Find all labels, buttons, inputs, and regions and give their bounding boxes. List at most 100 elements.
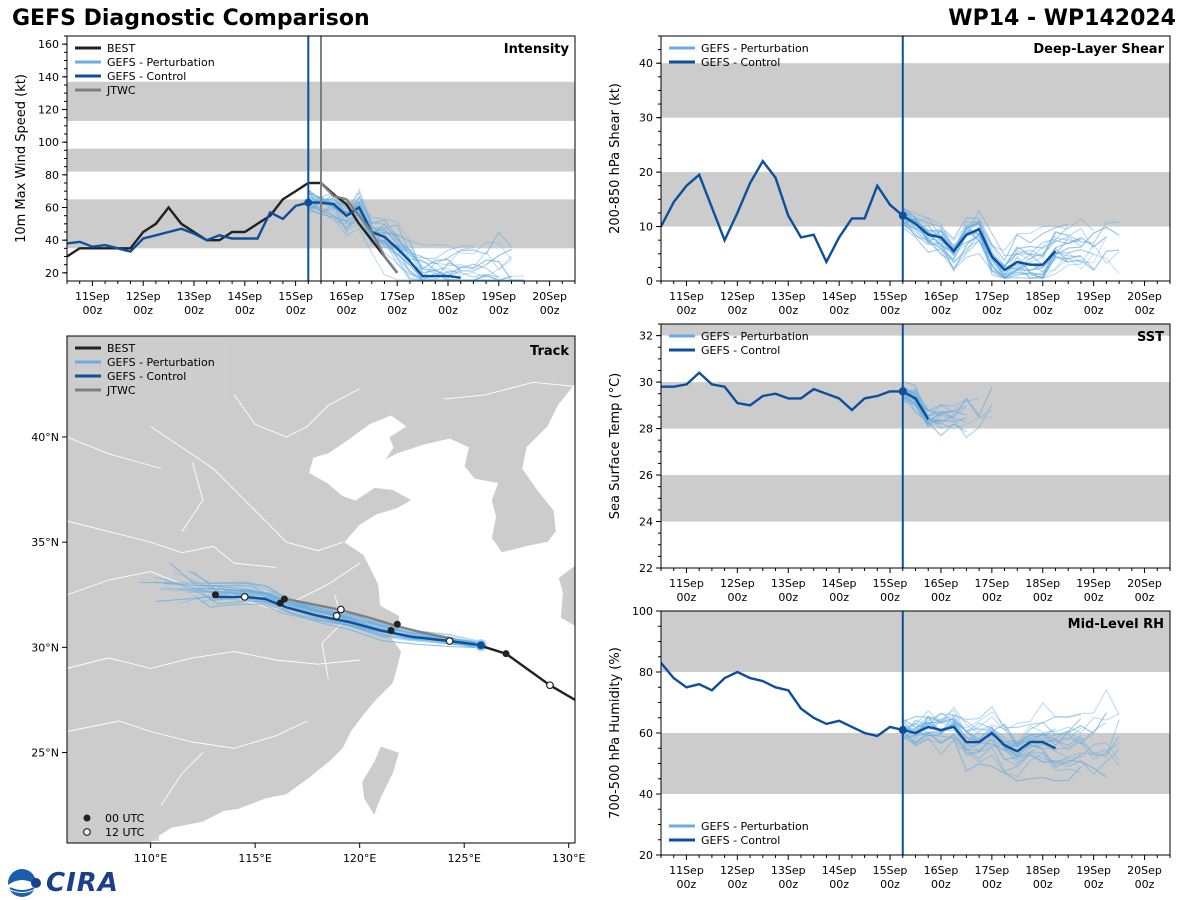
noaa-logo-icon [8, 869, 41, 897]
track-boundary-line [67, 720, 308, 749]
sst-xtick-label: 16Sep [924, 577, 959, 590]
track-time-legend-12-marker [83, 828, 91, 836]
shear-xtick-label: 00z [1084, 304, 1104, 317]
track-gefs-control-line [213, 595, 482, 647]
shear-ytick-label: 10 [639, 221, 653, 234]
intensity-xtick-label: 16Sep [329, 290, 364, 303]
shear-ylabel: 200-850 hPa Shear (kt) [608, 83, 623, 234]
shear-xtick-label: 00z [727, 304, 747, 317]
rh-xtick-label: 12Sep [720, 864, 755, 877]
rh-member-line [902, 723, 1120, 757]
intensity-member-line [307, 192, 512, 278]
shear-member-line [902, 209, 1069, 257]
rh-xtick-label: 17Sep [974, 864, 1009, 877]
intensity-xtick-label: 18Sep [431, 290, 466, 303]
rh-xtick-label: 00z [778, 878, 798, 891]
track-marker-00utc [393, 620, 401, 628]
sst-init-point [898, 387, 907, 396]
track-marker-00utc [276, 599, 284, 607]
intensity-ytick-label: 100 [38, 136, 59, 149]
intensity-gefs-control-line [67, 201, 461, 279]
sst-xtick-label: 00z [727, 591, 747, 604]
track-boundary-line [181, 462, 204, 532]
sst-xtick-label: 14Sep [822, 577, 857, 590]
rh-xtick-label: 19Sep [1076, 864, 1111, 877]
intensity-member-line [308, 209, 525, 281]
rh-xtick-label: 00z [1084, 878, 1104, 891]
sst-ytick-label: 26 [639, 469, 653, 482]
sst-xtick-label: 00z [778, 591, 798, 604]
track-legend-label: JTWC [106, 384, 136, 397]
rh-xtick-label: 00z [931, 878, 951, 891]
cira-logo-text: CIRA [46, 868, 119, 898]
rh-xtick-label: 00z [880, 878, 900, 891]
intensity-ytick-label: 140 [38, 71, 59, 84]
rh-xtick-label: 00z [1135, 878, 1155, 891]
sst-member-line [902, 390, 967, 423]
track-marker-12utc [336, 605, 345, 614]
rh-member-line [902, 731, 1082, 782]
sst-xtick-label: 15Sep [873, 577, 908, 590]
sst-xtick-label: 00z [677, 591, 697, 604]
shear-title: Deep-Layer Shear [1033, 42, 1164, 57]
rh-member-line [902, 716, 1107, 778]
track-map [67, 336, 575, 843]
intensity-xtick-label: 12Sep [126, 290, 161, 303]
track-best-line [478, 644, 575, 701]
intensity-xtick-label: 00z [286, 304, 306, 317]
shear-member-line [902, 209, 1095, 252]
panel-track: 110°E 115°E 120°E 125°E 130°E 25°N 30°N 35°N 40°… [31, 335, 585, 865]
rh-xtick-label: 18Sep [1025, 864, 1060, 877]
intensity-ytick-label: 160 [38, 38, 59, 51]
intensity-ytick-label: 80 [45, 169, 59, 182]
intensity-member-line [308, 199, 512, 272]
sst-band [661, 475, 1170, 522]
shear-xtick-label: 00z [931, 304, 951, 317]
track-legend-label: GEFS - Control [107, 370, 186, 383]
track-marker-12utc [332, 611, 341, 620]
rh-band [661, 611, 1170, 672]
intensity-legend-label: BEST [107, 42, 135, 55]
rh-ylabel: 700-500 hPa Humidity (%) [608, 647, 623, 819]
panel-intensity: 2040608010012014016011Sep00z12Sep00z13Se… [14, 35, 576, 317]
shear-member-line [902, 214, 1094, 280]
track-boundary-line [150, 426, 344, 552]
track-ytick-label: 25°N [31, 747, 59, 760]
track-time-legend-box [69, 809, 159, 841]
shear-xtick-label: 11Sep [669, 290, 704, 303]
track-xtick-label: 120°E [343, 852, 376, 865]
intensity-xtick-label: 00z [235, 304, 255, 317]
shear-member-line [902, 217, 1095, 279]
shear-band [661, 63, 1170, 118]
rh-init-point [898, 725, 907, 734]
track-marker-12utc [546, 681, 554, 690]
shear-xtick-label: 16Sep [924, 290, 959, 303]
shear-xtick-label: 00z [880, 304, 900, 317]
rh-legend-label: GEFS - Control [701, 834, 780, 847]
rh-member-line [902, 706, 1082, 731]
intensity-legend-label: JTWC [106, 84, 136, 97]
shear-xtick-label: 13Sep [771, 290, 806, 303]
intensity-member-line [308, 207, 499, 281]
sst-xtick-label: 00z [880, 591, 900, 604]
intensity-ytick-label: 40 [45, 234, 59, 247]
sst-xtick-label: 00z [931, 591, 951, 604]
intensity-xtick-label: 00z [438, 304, 458, 317]
sst-title: SST [1137, 330, 1164, 345]
shear-xtick-label: 20Sep [1127, 290, 1162, 303]
shear-member-line [902, 219, 1120, 278]
shear-init-point [898, 211, 907, 220]
sst-gefs-control-line [661, 371, 930, 420]
track-boundary-line [67, 520, 277, 568]
rh-xtick-label: 16Sep [924, 864, 959, 877]
page-title: GEFS Diagnostic Comparison [12, 6, 370, 31]
intensity-member-line [307, 190, 474, 260]
rh-xtick-label: 00z [982, 878, 1002, 891]
track-boundary-line [233, 388, 360, 438]
track-time-legend-12-label: 12 UTC [105, 826, 145, 839]
track-legend-label: BEST [107, 342, 135, 355]
track-title: Track [530, 344, 569, 359]
rh-ytick-label: 60 [639, 727, 653, 740]
sst-member-line [902, 393, 967, 413]
